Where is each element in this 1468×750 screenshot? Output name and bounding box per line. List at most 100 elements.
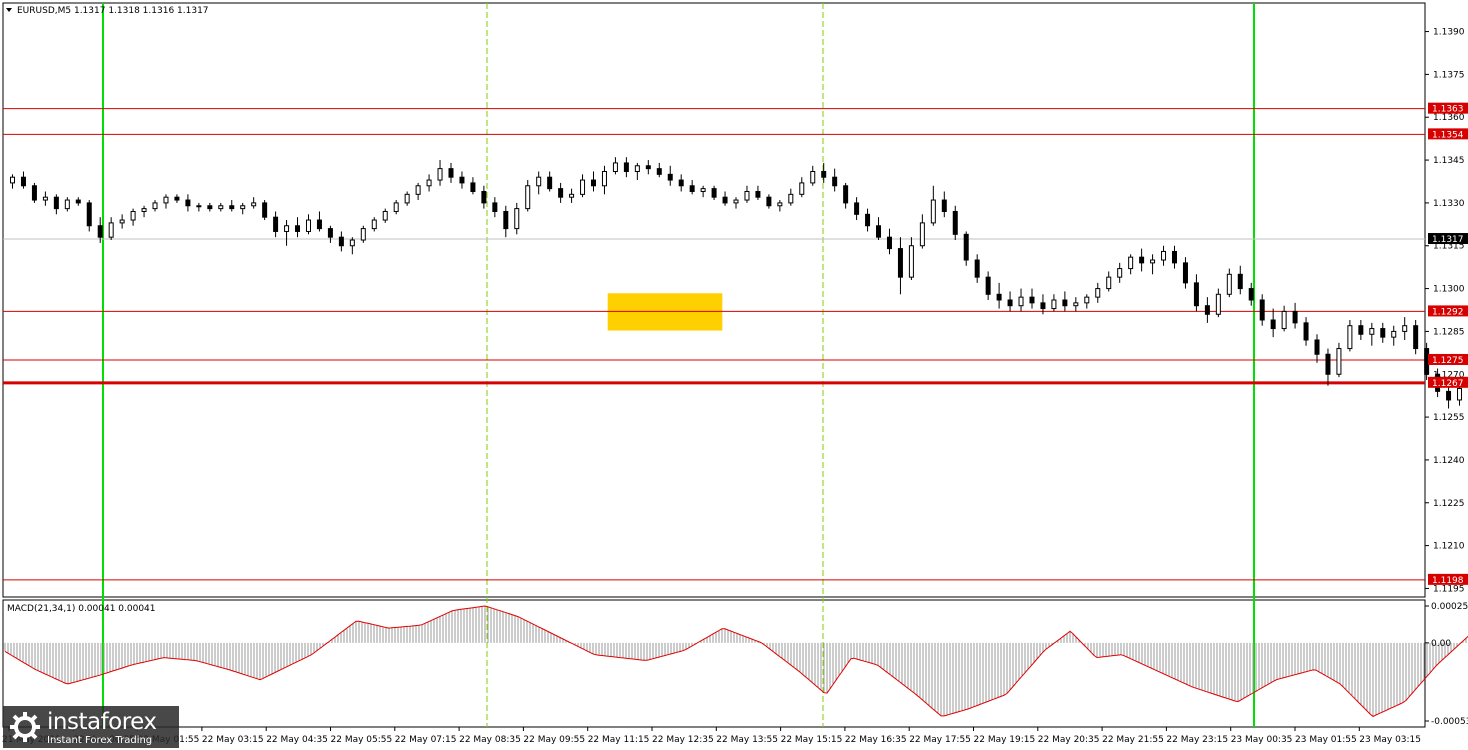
candle-body [316,219,322,230]
candle-body [941,199,947,212]
candle-body [601,170,607,187]
x-tick-label: 22 May 11:15 [588,735,650,745]
candle-body [503,210,509,230]
candle-body [426,179,432,187]
watermark-brand: instaforex [47,709,157,735]
level-badge [1428,376,1468,388]
candle-body [31,185,37,201]
candle-body [1204,305,1210,315]
candle-body [1182,262,1188,284]
y-tick-label: 1.1345 [1433,156,1465,166]
x-tick-label: 22 May 12:35 [652,735,714,745]
candle-body [1281,310,1287,330]
candle-body [908,245,914,278]
x-tick-label: 22 May 07:15 [395,735,457,745]
x-tick-label: 22 May 23:15 [1166,735,1228,745]
candle-body [218,205,224,210]
candle-body [985,276,991,295]
candle-body [1259,299,1265,321]
candle-body [371,219,377,230]
candle-body [20,176,26,187]
candle-body [536,176,542,187]
candle-body [1336,348,1342,375]
candle-body [656,168,662,175]
macd-y-tick-label: 0.00025 [1431,602,1468,612]
candle-body [1303,322,1309,341]
candle-body [119,219,125,224]
level-badge [1428,305,1468,317]
candle-body [1413,325,1419,350]
dropdown-triangle-icon [6,8,12,12]
candle-body [700,188,706,192]
candle-body [349,239,355,247]
y-tick-label: 1.1300 [1433,285,1465,295]
candle-body [1117,268,1123,278]
candle-body [1270,319,1276,330]
candle-body [53,196,59,210]
candle-body [810,170,816,184]
candle-body [492,202,498,212]
candle-body [788,193,794,204]
x-tick-label: 22 May 16:35 [845,735,907,745]
candle-body [185,199,191,207]
candle-body [580,179,586,195]
candle-body [1073,302,1079,307]
candle-body [338,236,344,247]
level-badge [1428,102,1468,114]
candle-body [415,185,421,195]
candle-body [1095,288,1101,298]
candle-body [744,190,750,201]
x-tick-label: 22 May 19:15 [974,735,1036,745]
x-tick-label: 22 May 04:35 [266,735,328,745]
x-tick-label: 22 May 21:55 [1102,735,1164,745]
candle-body [108,222,114,238]
candle-body [569,193,575,198]
y-tick-label: 1.1375 [1433,70,1465,80]
candle-body [130,210,136,221]
x-tick-label: 22 May 15:15 [781,735,843,745]
candle-body [974,259,980,278]
candle-body [645,165,651,170]
candle-body [1040,302,1046,310]
level-badge-label: 1.1267 [1432,379,1464,389]
candle-body [843,185,849,204]
symbol-title: EURUSD,M5 1.1317 1.1318 1.1316 1.1317 [17,6,209,16]
candle-body [1007,299,1013,307]
candle-body [1062,299,1068,307]
candle-body [952,210,958,235]
candle-body [152,202,158,210]
candle-body [1314,339,1320,355]
candle-body [262,202,268,218]
candle-body [854,202,860,215]
current-price-badge [1428,233,1468,245]
candle-body [777,202,783,207]
candle-body [1139,256,1145,264]
level-badge-label: 1.1363 [1432,105,1464,115]
macd-panel-frame [2,599,1426,728]
candle-body [295,225,301,232]
y-tick-label: 1.1225 [1433,499,1465,509]
candle-body [1457,388,1463,401]
candle-body [667,173,673,181]
candle-body [733,199,739,204]
candle-body [1347,325,1353,350]
current-price-label: 1.1317 [1432,235,1464,245]
level-badge-label: 1.1275 [1432,356,1464,366]
instaforex-watermark: instaforex Instant Forex Trading [3,706,179,748]
y-tick-label: 1.1255 [1433,413,1465,423]
candle-body [799,182,805,195]
candle-body [876,225,882,238]
candle-body [75,199,81,204]
candle-body [558,188,564,198]
candle-body [42,196,48,201]
candle-body [273,216,279,232]
candle-body [1402,325,1408,332]
watermark-tagline: Instant Forex Trading [47,735,153,746]
candle-body [393,202,399,212]
candle-body [919,222,925,247]
candle-body [240,205,246,210]
candle-body [97,225,103,238]
y-tick-label: 1.1285 [1433,327,1465,337]
y-tick-label: 1.1270 [1433,370,1465,380]
